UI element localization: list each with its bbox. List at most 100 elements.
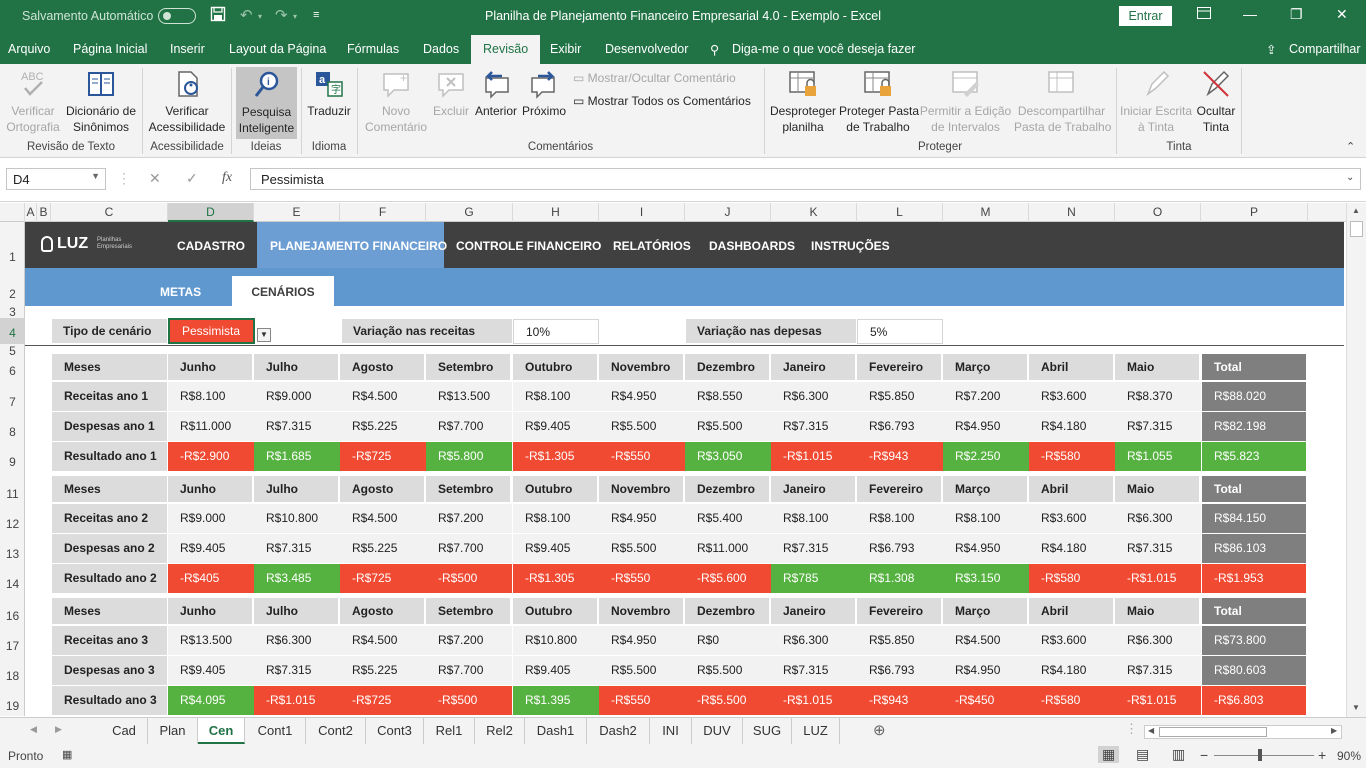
row-header-6[interactable]: 6 xyxy=(9,364,16,378)
sheet-tab-dash2[interactable]: Dash2 xyxy=(587,718,650,744)
table-cell[interactable]: R$4.500 xyxy=(340,504,426,533)
sheet-tab-duv[interactable]: DUV xyxy=(692,718,743,744)
show-all-comments-button[interactable]: ▭ Mostrar Todos os Comentários xyxy=(573,94,751,108)
row-header-7[interactable]: 7 xyxy=(9,395,16,409)
table-cell[interactable]: -R$5.500 xyxy=(685,686,771,715)
table-cell[interactable]: R$5.500 xyxy=(599,534,685,563)
col-header-g[interactable]: G xyxy=(426,203,513,222)
next-comment-button[interactable]: Próximo xyxy=(520,68,568,119)
table-cell[interactable]: R$3.600 xyxy=(1029,382,1115,411)
customize-qat-icon[interactable]: ≡ xyxy=(313,9,320,21)
table-cell[interactable]: -R$943 xyxy=(857,442,943,471)
scroll-up-icon[interactable]: ▲ xyxy=(1352,206,1360,215)
table-cell[interactable]: R$8.100 xyxy=(168,382,254,411)
collapse-ribbon-icon[interactable]: ⌃ xyxy=(1346,141,1356,153)
table-cell[interactable]: -R$580 xyxy=(1029,442,1115,471)
page-break-view-icon[interactable]: ▥ xyxy=(1172,746,1186,762)
row-header-2[interactable]: 2 xyxy=(9,287,16,301)
row-header-14[interactable]: 14 xyxy=(5,577,20,591)
nav-instrucoes[interactable]: INSTRUÇÕES xyxy=(811,239,890,253)
zoom-slider[interactable] xyxy=(1214,755,1314,756)
row-header-1[interactable]: 1 xyxy=(9,250,16,264)
row-header-5[interactable]: 5 xyxy=(9,344,16,358)
scroll-thumb[interactable] xyxy=(1350,221,1363,237)
table-cell[interactable]: -R$725 xyxy=(340,686,426,715)
table-cell[interactable]: R$6.793 xyxy=(857,534,943,563)
minimize-icon[interactable]: — xyxy=(1243,6,1257,22)
table-cell[interactable]: R$9.405 xyxy=(513,412,599,441)
row-header-4[interactable]: 4 xyxy=(0,318,25,344)
col-header-i[interactable]: I xyxy=(599,203,685,222)
sheet-tab-cont3[interactable]: Cont3 xyxy=(366,718,424,744)
nav-controle[interactable]: CONTROLE FINANCEIRO xyxy=(456,239,602,253)
unprotect-sheet-button[interactable]: Desproteger planilha xyxy=(769,68,837,135)
close-icon[interactable]: ✕ xyxy=(1336,6,1348,22)
table-cell[interactable]: R$4.950 xyxy=(599,626,685,655)
sheet-tab-rel1[interactable]: Rel1 xyxy=(424,718,475,744)
table-cell[interactable]: R$4.095 xyxy=(168,686,254,715)
total-cell[interactable]: R$82.198 xyxy=(1202,412,1306,441)
table-cell[interactable]: R$5.850 xyxy=(857,626,943,655)
nav-relatorios[interactable]: RELATÓRIOS xyxy=(613,239,691,253)
table-cell[interactable]: -R$1.015 xyxy=(254,686,340,715)
start-inking-button[interactable]: Iniciar Escrita à Tinta xyxy=(1120,68,1192,135)
table-cell[interactable]: R$11.000 xyxy=(685,534,771,563)
sheet-tab-cont2[interactable]: Cont2 xyxy=(306,718,366,744)
tab-revisao[interactable]: Revisão xyxy=(471,35,541,64)
table-cell[interactable]: R$1.685 xyxy=(254,442,340,471)
table-cell[interactable]: R$0 xyxy=(685,626,771,655)
tipo-cenario-select[interactable]: Pessimista xyxy=(168,318,255,344)
variacao-receitas-value[interactable]: 10% xyxy=(513,319,599,344)
table-cell[interactable]: -R$405 xyxy=(168,564,254,593)
subnav-cenarios[interactable]: CENÁRIOS xyxy=(232,276,334,306)
insert-function-icon[interactable]: fx xyxy=(222,170,233,185)
row-header-13[interactable]: 13 xyxy=(5,547,20,561)
col-header-a[interactable]: A xyxy=(25,203,37,222)
col-header-p[interactable]: P xyxy=(1201,203,1308,222)
sheet-tab-plan[interactable]: Plan xyxy=(148,718,198,744)
total-cell[interactable]: R$88.020 xyxy=(1202,382,1306,411)
tab-pagina-inicial[interactable]: Página Inicial xyxy=(73,42,148,56)
table-cell[interactable]: R$7.315 xyxy=(1115,656,1201,685)
tab-arquivo[interactable]: Arquivo xyxy=(8,42,51,56)
table-cell[interactable]: R$785 xyxy=(771,564,857,593)
zoom-level[interactable]: 90% xyxy=(1337,749,1362,763)
table-cell[interactable]: R$3.485 xyxy=(254,564,340,593)
table-cell[interactable]: R$5.400 xyxy=(685,504,771,533)
table-cell[interactable]: R$6.300 xyxy=(1115,504,1201,533)
nav-dashboards[interactable]: DASHBOARDS xyxy=(709,239,796,253)
zoom-out-icon[interactable]: − xyxy=(1200,747,1209,763)
table-cell[interactable]: -R$1.015 xyxy=(1115,564,1201,593)
restore-icon[interactable]: ❐ xyxy=(1290,6,1303,22)
table-cell[interactable]: R$4.950 xyxy=(943,534,1029,563)
table-cell[interactable]: R$5.500 xyxy=(599,656,685,685)
table-cell[interactable]: R$5.225 xyxy=(340,534,426,563)
table-cell[interactable]: R$5.500 xyxy=(599,412,685,441)
table-cell[interactable]: -R$500 xyxy=(426,564,512,593)
tab-dados[interactable]: Dados xyxy=(423,42,460,56)
ribbon-display-icon[interactable] xyxy=(1197,6,1211,22)
share-icon[interactable]: ⇪ xyxy=(1266,43,1277,57)
table-cell[interactable]: R$4.950 xyxy=(599,382,685,411)
scroll-right-icon[interactable]: ▶ xyxy=(1331,726,1338,735)
table-cell[interactable]: R$5.500 xyxy=(685,412,771,441)
col-header-n[interactable]: N xyxy=(1029,203,1115,222)
redo-icon[interactable]: ↷ xyxy=(275,7,288,24)
table-cell[interactable]: -R$5.600 xyxy=(685,564,771,593)
total-cell[interactable]: -R$6.803 xyxy=(1202,686,1306,715)
tab-formulas[interactable]: Fórmulas xyxy=(347,42,400,56)
table-cell[interactable]: R$9.405 xyxy=(513,534,599,563)
allow-edit-ranges-button[interactable]: Permitir a Edição de Intervalos xyxy=(919,68,1012,135)
next-sheet-icon[interactable]: ▶ xyxy=(55,724,62,734)
total-cell[interactable]: -R$1.953 xyxy=(1202,564,1306,593)
col-header-e[interactable]: E xyxy=(254,203,340,222)
row-header-19[interactable]: 19 xyxy=(5,699,20,713)
prev-sheet-icon[interactable]: ◀ xyxy=(30,724,37,734)
col-header-o[interactable]: O xyxy=(1115,203,1201,222)
table-cell[interactable]: R$1.395 xyxy=(513,686,599,715)
table-cell[interactable]: -R$550 xyxy=(599,564,685,593)
unshare-workbook-button[interactable]: Descompartilhar Pasta de Trabalho xyxy=(1014,68,1111,135)
table-cell[interactable]: R$2.250 xyxy=(943,442,1029,471)
sheet-tab-dash1[interactable]: Dash1 xyxy=(525,718,587,744)
